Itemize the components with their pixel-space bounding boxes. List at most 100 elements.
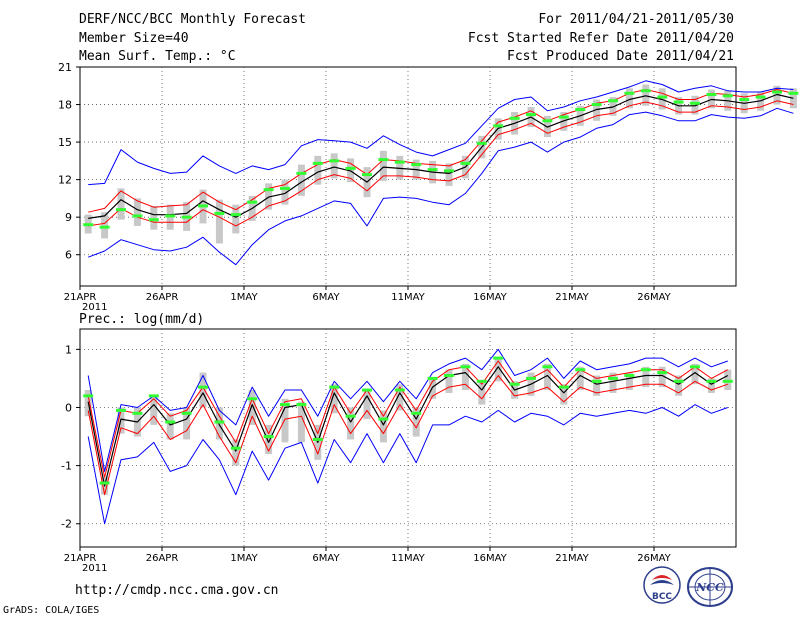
- temp-iqr-box: [297, 164, 305, 196]
- precip-iqr-box: [297, 401, 305, 443]
- precip-iqr-box: [707, 378, 715, 393]
- precip-iqr-box: [625, 372, 633, 391]
- precip-iqr-box: [658, 366, 666, 388]
- temp-mean-plus-std-line: [88, 89, 794, 213]
- temp-iqr-box: [150, 205, 158, 230]
- precip-iqr-box: [166, 413, 174, 440]
- precip-x-year-label: 2011: [82, 563, 107, 574]
- precip-y-tick-label: 1: [65, 343, 72, 356]
- ncc-logo-text: NCC: [695, 581, 724, 594]
- precip-iqr-box: [412, 407, 420, 437]
- temp-iqr-box: [445, 163, 453, 186]
- chart-title: DERF/NCC/BCC Monthly Forecast: [79, 12, 306, 27]
- precip-iqr-box: [330, 384, 338, 414]
- precip-iqr-box: [248, 390, 256, 425]
- precip-iqr-box: [478, 381, 486, 405]
- precip-iqr-box: [429, 378, 437, 399]
- precip-iqr-box: [347, 407, 355, 440]
- temp-x-tick-label: 26APR: [146, 292, 179, 303]
- precip-min-line: [87, 404, 728, 525]
- temp-max-line: [88, 80, 794, 186]
- precip-iqr-box: [593, 375, 601, 396]
- temp-iqr-box: [757, 92, 765, 111]
- temp-x-tick-label: 21APR: [64, 292, 97, 303]
- temp-y-tick-label: 18: [58, 99, 72, 112]
- precip-iqr-box: [691, 363, 699, 385]
- temp-iqr-box: [133, 198, 141, 226]
- temp-iqr-box: [330, 153, 338, 179]
- precip-iqr-box: [494, 358, 502, 382]
- temp-x-tick-label: 16MAY: [473, 292, 507, 303]
- precip-iqr-box: [183, 407, 191, 440]
- temp-y-tick-label: 9: [65, 211, 72, 224]
- bcc-logo-text: BCC: [652, 592, 672, 602]
- temp-iqr-box: [593, 99, 601, 121]
- precip-mean-plus-std-line: [87, 360, 729, 478]
- temp-y-tick-label: 12: [58, 174, 72, 187]
- member-size-label: Member Size=40: [79, 31, 189, 46]
- temp-iqr-box: [396, 155, 404, 180]
- temp-x-tick-label: 11MAY: [391, 292, 425, 303]
- precip-iqr-box: [150, 395, 158, 425]
- precip-x-tick-label: 6MAY: [312, 553, 340, 564]
- precip-x-tick-label: 21APR: [64, 553, 97, 564]
- temp-y-tick-label: 15: [58, 136, 72, 149]
- temp-x-tick-label: 21MAY: [555, 292, 589, 303]
- precip-mean-minus-std-line: [87, 375, 728, 496]
- precip-y-tick-label: -1: [61, 460, 72, 473]
- temp-iqr-box: [281, 179, 289, 205]
- precip-iqr-box: [461, 363, 469, 391]
- temp-y-tick-label: 6: [65, 249, 72, 262]
- temp-iqr-box: [232, 204, 240, 234]
- temp-min-line: [88, 107, 794, 266]
- precip-iqr-box: [396, 384, 404, 411]
- precip-mean-line: [87, 366, 729, 487]
- grads-credit: GrADS: COLA/IGES: [3, 605, 100, 616]
- precip-x-tick-label: 26MAY: [637, 553, 671, 564]
- temp-x-tick-label: 1MAY: [230, 292, 258, 303]
- temp-panel-title: Mean Surf. Temp.: °C: [79, 49, 236, 64]
- precip-x-tick-label: 21MAY: [555, 553, 589, 564]
- precip-iqr-box: [576, 366, 584, 391]
- forecast-period: For 2011/04/21-2011/05/30: [538, 12, 734, 27]
- temp-iqr-box: [625, 88, 633, 109]
- precip-iqr-box: [560, 384, 568, 405]
- temp-iqr-box: [773, 85, 781, 105]
- precip-iqr-box: [265, 424, 273, 454]
- precip-iqr-box: [281, 398, 289, 443]
- temp-x-tick-label: 26MAY: [637, 292, 671, 303]
- precip-x-tick-label: 26APR: [146, 553, 179, 564]
- precip-y-tick-label: 0: [65, 401, 72, 414]
- temp-iqr-box: [215, 199, 223, 244]
- bcc-logo: BCC: [643, 566, 681, 604]
- precip-iqr-box: [232, 439, 240, 466]
- source-url: http://cmdp.ncc.cma.gov.cn: [75, 583, 279, 598]
- temp-x-tick-label: 6MAY: [312, 292, 340, 303]
- temp-iqr-box: [347, 158, 355, 183]
- precip-iqr-box: [445, 369, 453, 393]
- temp-iqr-box: [314, 155, 322, 185]
- precip-iqr-box: [675, 375, 683, 396]
- precip-x-tick-label: 1MAY: [230, 553, 258, 564]
- temp-mean-line: [88, 93, 794, 219]
- precip-y-tick-label: -2: [61, 518, 72, 531]
- temp-iqr-box: [117, 188, 125, 220]
- precip-iqr-box: [543, 363, 551, 391]
- precip-max-line: [87, 348, 728, 472]
- refer-date: Fcst Started Refer Date 2011/04/20: [467, 31, 734, 46]
- temp-y-tick-label: 21: [58, 61, 72, 74]
- precip-iqr-box: [363, 390, 371, 420]
- precip-iqr-box: [609, 372, 617, 393]
- temp-iqr-box: [101, 212, 109, 239]
- precip-iqr-box: [199, 372, 207, 408]
- temp-iqr-box: [379, 150, 387, 181]
- precip-iqr-box: [379, 410, 387, 443]
- produced-date: Fcst Produced Date 2011/04/21: [507, 49, 734, 64]
- precip-x-tick-label: 16MAY: [473, 553, 507, 564]
- temp-x-year-label: 2011: [82, 302, 107, 313]
- ncc-logo: NCC: [687, 567, 733, 607]
- precip-panel-title: Prec.: log(mm/d): [79, 312, 205, 327]
- temp-iqr-box: [642, 84, 650, 106]
- precip-iqr-box: [642, 366, 650, 388]
